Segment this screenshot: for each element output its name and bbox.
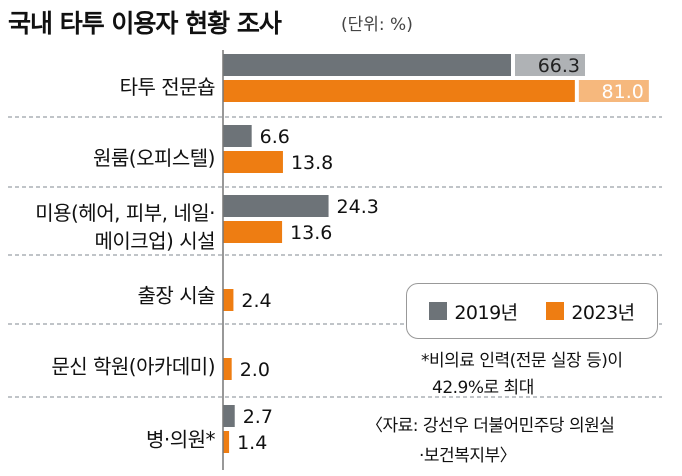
category-label: 병·의원* xyxy=(146,428,216,452)
bar-2023 xyxy=(223,151,283,173)
value-label-2023: 2.0 xyxy=(240,359,270,381)
footnote-line-1: *비의료 인력(전문 실장 등)이 xyxy=(421,351,623,371)
bar-2023 xyxy=(223,221,283,243)
bar-2023 xyxy=(223,358,232,380)
legend-swatch-2023 xyxy=(546,302,565,320)
value-band-2019 xyxy=(515,54,585,76)
bar-2023 xyxy=(223,289,234,311)
footnote-line-2: 42.9%로 최대 xyxy=(432,378,534,398)
legend-item-2023: 2023년 xyxy=(546,298,635,325)
category-label: 메이크업) 시설 xyxy=(94,229,215,253)
category-label: 원룸(오피스텔) xyxy=(93,146,215,170)
legend-label-2023: 2023년 xyxy=(571,301,635,324)
category-label: 미용(헤어, 피부, 네일· xyxy=(35,201,215,225)
value-label-2023: 13.8 xyxy=(291,152,333,174)
value-label-2019: 66.3 xyxy=(538,55,580,77)
value-label-2023: 1.4 xyxy=(237,432,267,454)
unit-label: (단위: %) xyxy=(341,15,413,35)
value-label-2019: 24.3 xyxy=(337,196,379,218)
legend-swatch-2019 xyxy=(429,302,448,320)
value-label-2023: 2.4 xyxy=(241,290,271,312)
value-label-2023: 13.6 xyxy=(290,222,332,244)
category-label: 타투 전문숍 xyxy=(120,75,215,99)
bar-2023 xyxy=(223,431,230,453)
value-label-2019: 6.6 xyxy=(260,126,290,148)
source-line-1: 〈자료: 강선우 더불어민주당 의원실 xyxy=(366,416,615,436)
source-line-2: ·보건복지부〉 xyxy=(419,446,517,466)
value-band-2023 xyxy=(578,80,649,102)
category-label: 문신 학원(아카데미) xyxy=(51,355,215,379)
bar-2019 xyxy=(223,195,329,217)
value-label-2019: 2.7 xyxy=(243,406,273,428)
bar-2019 xyxy=(223,405,235,427)
bar-2023 xyxy=(223,80,575,102)
category-label: 출장 시술 xyxy=(138,284,216,308)
bar-2019 xyxy=(223,125,252,147)
legend-item-2019: 2019년 xyxy=(429,298,518,325)
legend-label-2019: 2019년 xyxy=(454,301,518,324)
value-label-2023: 81.0 xyxy=(602,81,644,103)
bar-2019 xyxy=(223,54,511,76)
legend: 2019년 2023년 xyxy=(406,283,658,339)
chart-title: 국내 타투 이용자 현황 조사 xyxy=(8,9,282,38)
